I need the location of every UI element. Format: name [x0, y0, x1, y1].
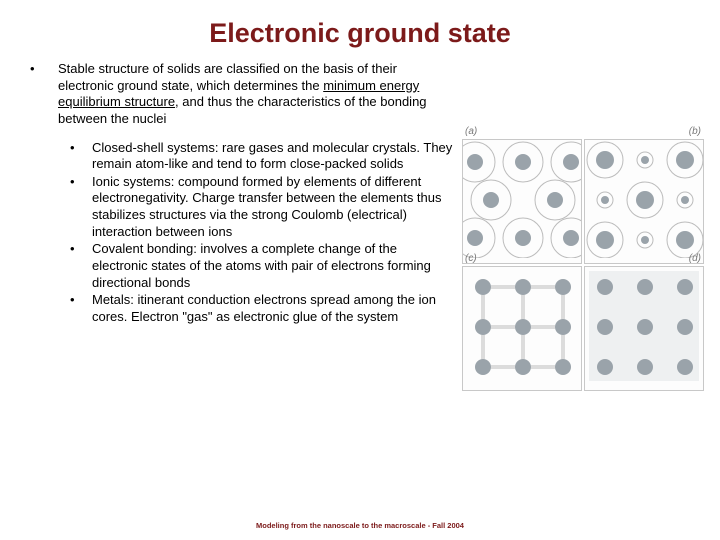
- bullet-icon: •: [70, 140, 92, 173]
- list-item-text: Metals: itinerant conduction electrons s…: [92, 292, 456, 325]
- list-item-text: Covalent bonding: involves a complete ch…: [92, 241, 456, 291]
- panel-b: (b): [584, 139, 704, 264]
- figure-grid: (a) (b) (c) (d): [462, 139, 702, 379]
- title-text: Electronic ground state: [209, 18, 511, 48]
- slide-title: Electronic ground state: [0, 0, 720, 61]
- list-item: •Closed-shell systems: rare gases and mo…: [70, 140, 456, 173]
- panel-label-c: (c): [465, 253, 477, 264]
- diagram-a: [463, 140, 581, 258]
- sub-bullet-list: •Closed-shell systems: rare gases and mo…: [30, 140, 456, 326]
- list-item: •Covalent bonding: involves a complete c…: [70, 241, 456, 291]
- panel-d: (d): [584, 266, 704, 391]
- text-column: • Stable structure of solids are classif…: [30, 61, 462, 379]
- diagram-c: [463, 267, 581, 385]
- bullet-icon: •: [70, 292, 92, 325]
- bullet-icon: •: [70, 241, 92, 291]
- intro-text: Stable structure of solids are classifie…: [58, 61, 456, 128]
- content-area: • Stable structure of solids are classif…: [0, 61, 720, 379]
- figure-column: (a) (b) (c) (d): [462, 61, 712, 379]
- list-item: •Metals: itinerant conduction electrons …: [70, 292, 456, 325]
- panel-label-b: (b): [689, 126, 701, 137]
- bullet-icon: •: [70, 174, 92, 241]
- list-item-text: Closed-shell systems: rare gases and mol…: [92, 140, 456, 173]
- footer-text: Modeling from the nanoscale to the macro…: [0, 521, 720, 530]
- list-item-text: Ionic systems: compound formed by elemen…: [92, 174, 456, 241]
- list-item: •Ionic systems: compound formed by eleme…: [70, 174, 456, 241]
- intro-bullet: • Stable structure of solids are classif…: [30, 61, 456, 128]
- panel-label-a: (a): [465, 126, 477, 137]
- panel-label-d: (d): [689, 253, 701, 264]
- bullet-icon: •: [30, 61, 58, 128]
- diagram-d: [585, 267, 703, 385]
- diagram-b: [585, 140, 703, 258]
- panel-c: (c): [462, 266, 582, 391]
- panel-a: (a): [462, 139, 582, 264]
